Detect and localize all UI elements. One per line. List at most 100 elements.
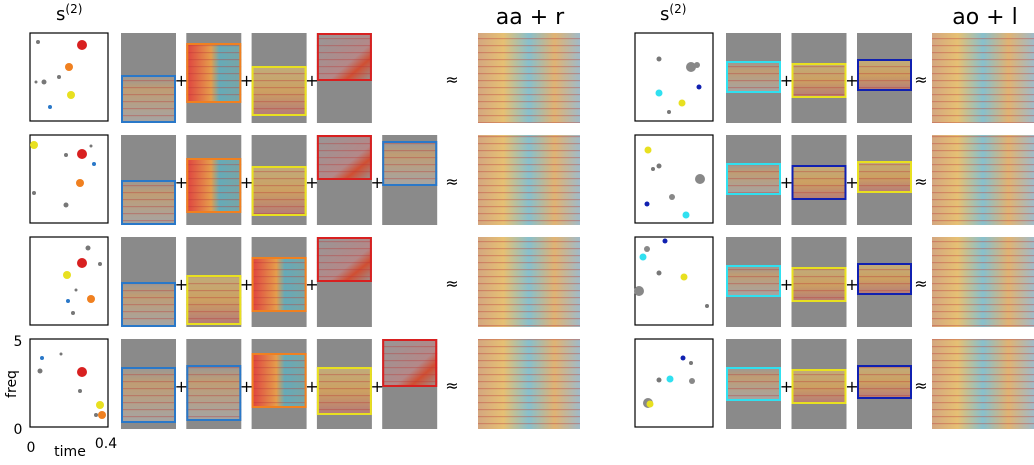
plus: + [175,173,188,192]
plus: + [305,173,318,192]
plus: + [305,377,318,396]
latent-dot [651,167,655,171]
spectrogram-texture [317,135,372,180]
spectrogram-texture [726,61,781,93]
spectrogram-texture [792,267,847,302]
latent-panel [635,339,713,427]
mixture-texture [478,33,580,123]
latent-dot [98,262,102,266]
plus: + [780,71,793,90]
mixture-texture [932,339,1034,429]
mixture-texture [932,237,1034,327]
spectrogram-texture [252,66,307,116]
latent-dot [64,153,68,157]
latent-dot [679,100,686,107]
latent-panel [635,33,713,121]
latent-dot [71,311,75,315]
superscript: (2) [65,2,82,16]
spectrogram-texture [121,75,176,123]
latent-dot [657,271,662,276]
mixture-texture [932,135,1034,225]
latent-dot [647,401,654,408]
spectrogram-texture [726,163,781,195]
plus: + [845,71,858,90]
approx: ≈ [445,376,458,395]
latent-dot [98,411,106,419]
latent-dot [94,413,98,417]
latent-dot [38,369,43,374]
plus: + [240,71,253,90]
right-title: ao + l [952,5,1017,30]
latent-dot [60,353,63,356]
spectrogram-texture [252,257,307,312]
latent-dot [67,91,75,99]
spectrogram-texture [186,158,241,213]
mixture-texture [932,33,1034,123]
spectrogram-texture [186,365,241,421]
latent-dot [634,286,644,296]
latent-dot [65,63,73,71]
latent-dot [75,289,78,292]
spectrogram-texture [186,275,241,325]
latent-dot [42,80,47,85]
latent-dot [669,194,675,200]
plus: + [175,377,188,396]
plus: + [305,71,318,90]
latent-dot [640,254,647,261]
latent-dot [667,110,671,114]
figure: s(2) s(2) aa + r ao + l 5 0 freq 0 time … [0,0,1034,461]
spectrogram-texture [792,63,847,98]
latent-dot [645,147,652,154]
latent-dot [681,274,688,281]
latent-dot [645,202,650,207]
latent-dot [77,258,87,268]
spectrogram-texture [382,141,437,186]
spectrogram-texture [317,33,372,81]
latent-dot [697,85,702,90]
spectrogram-texture [317,367,372,415]
latent-dot [48,105,52,109]
mixture-texture [478,237,580,327]
latent-dot [64,203,69,208]
latent-dot [663,239,668,244]
latent-dot [36,40,40,44]
latent-dot [657,164,662,169]
spectrogram-texture [726,367,781,401]
latent-panel [30,135,108,223]
latent-dot [57,75,61,79]
plus: + [240,275,253,294]
latent-dot [681,356,686,361]
latent-dot [32,191,36,195]
latent-dot [694,62,700,68]
mixture-texture [478,135,580,225]
approx: ≈ [914,274,927,293]
spectrogram-texture [792,165,847,200]
spectrogram-texture [857,365,912,399]
y-bottom: 0 [14,422,23,438]
spectrogram-texture [121,367,176,423]
latent-dot [657,57,662,62]
plus: + [845,173,858,192]
plus: + [780,377,793,396]
latent-dot [30,141,38,149]
x-label: time [54,444,86,460]
latent-dot [92,162,96,166]
latent-dot [63,271,71,279]
spectrogram-texture [792,369,847,404]
plus: + [780,275,793,294]
latent-dot [77,40,87,50]
latent-dot [683,212,690,219]
plus: + [305,275,318,294]
plus: + [240,173,253,192]
latent-dot [656,90,663,97]
latent-dot [96,401,104,409]
spectrogram-texture [857,263,912,295]
plus: + [175,275,188,294]
x-right: 0.4 [95,436,117,452]
latent-dot [77,367,87,377]
spectrogram-texture [121,180,176,225]
latent-dot [87,295,95,303]
plus: + [370,173,383,192]
mixture-texture [478,339,580,429]
approx: ≈ [914,70,927,89]
